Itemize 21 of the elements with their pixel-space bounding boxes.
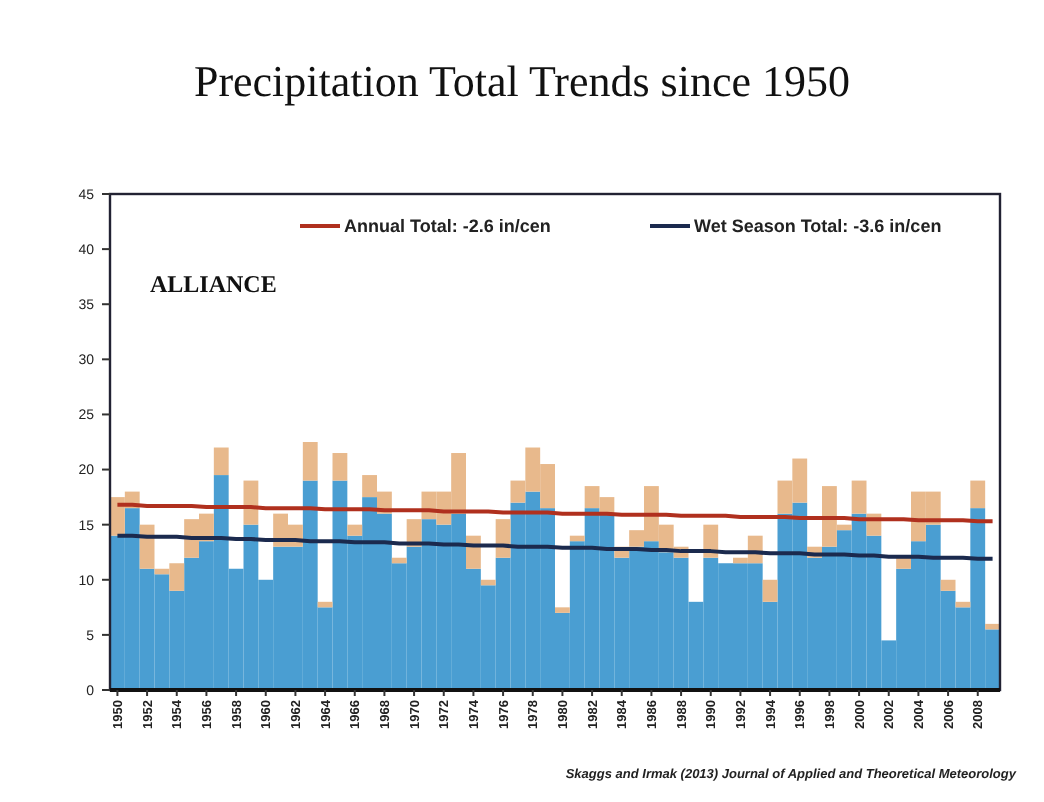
- bar: [332, 453, 348, 481]
- legend-label: Wet Season Total: -3.6 in/cen: [694, 216, 942, 237]
- chart-title: Precipitation Total Trends since 1950: [193, 56, 851, 106]
- line-series: [115, 533, 995, 561]
- bar: [940, 579, 956, 591]
- bar: [317, 601, 333, 608]
- bar: [302, 442, 318, 481]
- bar: [851, 480, 867, 514]
- bar: [555, 607, 570, 613]
- bar: [213, 447, 229, 476]
- bar: [762, 579, 778, 602]
- bar: [569, 535, 585, 542]
- bar: [347, 524, 363, 536]
- bar: [970, 480, 986, 509]
- legend-label: Annual Total: -2.6 in/cen: [344, 216, 551, 237]
- annotation: ALLIANCE: [150, 270, 277, 298]
- line-series: [115, 502, 995, 524]
- bar: [139, 524, 155, 569]
- bar: [480, 579, 496, 586]
- bar: [896, 557, 911, 569]
- bar: [391, 557, 407, 564]
